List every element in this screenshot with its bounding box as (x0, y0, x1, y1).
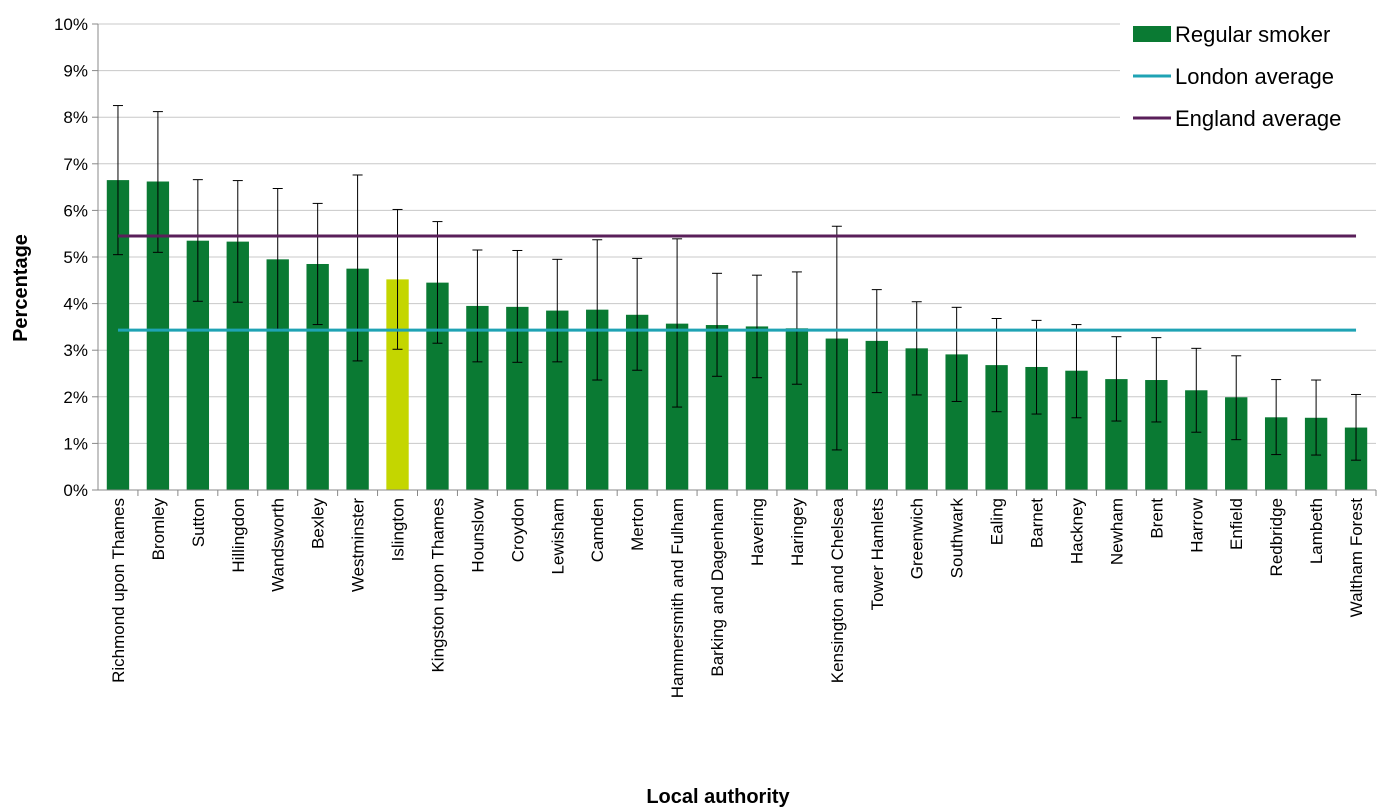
x-tick-label: Lambeth (1307, 498, 1326, 564)
bar (785, 328, 809, 490)
x-tick-label: Camden (588, 498, 607, 562)
bar (905, 348, 928, 490)
bar (386, 279, 409, 490)
x-tick-label: Wandsworth (269, 498, 288, 592)
bar (1225, 397, 1248, 490)
legend-swatch (1133, 26, 1171, 42)
legend-label: London average (1175, 64, 1334, 89)
x-tick-label: Havering (748, 498, 767, 566)
legend-label: Regular smoker (1175, 22, 1330, 47)
x-tick-label: Enfield (1227, 498, 1246, 550)
bar (466, 305, 489, 490)
x-tick-label: Kingston upon Thames (428, 498, 447, 673)
x-tick-label: Merton (628, 498, 647, 551)
bar (865, 340, 888, 490)
legend: Regular smoker London average England aver… (1120, 14, 1378, 134)
x-axis-title: Local authority (646, 786, 790, 808)
y-tick-label: 3% (63, 341, 88, 360)
bar (306, 263, 329, 490)
y-tick-label: 6% (63, 201, 88, 220)
x-tick-label: Croydon (508, 498, 527, 562)
bars (106, 180, 1368, 491)
x-tick-label: Barking and Dagenham (708, 498, 727, 677)
bar (1105, 379, 1128, 490)
x-tick-label: Bromley (149, 498, 168, 561)
x-tick-label: Richmond upon Thames (109, 498, 128, 683)
bar (1185, 390, 1208, 490)
y-tick-label: 8% (63, 108, 88, 127)
y-tick-label: 1% (63, 434, 88, 453)
x-tick-label: Westminster (349, 498, 368, 592)
axes (97, 24, 1376, 491)
x-tick-label: Hillingdon (229, 498, 248, 573)
x-tick-label: Hammersmith and Fulham (668, 498, 687, 698)
y-tick-label: 9% (63, 62, 88, 81)
x-tick-label: Brent (1147, 498, 1166, 539)
y-axis-title: Percentage (10, 234, 32, 342)
x-tick-label: Hounslow (468, 497, 487, 572)
x-tick-label: Waltham Forest (1347, 498, 1366, 618)
bar (346, 268, 369, 490)
bar (226, 241, 249, 490)
y-axis-ticks: 0% 1% 2% 3% 4% 5% 6% 7% 8% 9% 10% (54, 15, 98, 500)
bar (586, 309, 609, 490)
bar (186, 240, 210, 490)
y-tick-label: 10% (54, 15, 88, 34)
reference-lines (117, 234, 1357, 332)
bar (1145, 380, 1168, 490)
y-tick-label: 2% (63, 388, 88, 407)
y-tick-label: 0% (63, 481, 88, 500)
bar (625, 314, 649, 490)
x-tick-label: Sutton (189, 498, 208, 547)
x-tick-label: Redbridge (1267, 498, 1286, 576)
bar (546, 310, 569, 490)
bar (945, 354, 968, 490)
bar (426, 282, 449, 490)
x-tick-label: Islington (389, 498, 408, 561)
bar (106, 180, 130, 491)
x-axis-ticks: Richmond upon Thames Bromley Sutton Hilling… (109, 490, 1377, 698)
x-tick-label: Bexley (309, 498, 328, 550)
bar (1065, 370, 1088, 490)
y-tick-label: 7% (63, 155, 88, 174)
y-tick-label: 5% (63, 248, 88, 267)
x-tick-label: Greenwich (908, 498, 927, 579)
error-bars (112, 105, 1362, 461)
x-tick-label: Tower Hamlets (868, 498, 887, 610)
x-tick-label: Harrow (1187, 497, 1206, 553)
y-tick-label: 4% (63, 295, 88, 314)
legend-label: England average (1175, 106, 1341, 131)
x-tick-label: Newham (1107, 498, 1126, 565)
bar (506, 306, 529, 490)
bar (266, 259, 289, 490)
bar (745, 326, 769, 490)
x-tick-label: Barnet (1028, 498, 1047, 548)
x-tick-label: Kensington and Chelsea (828, 497, 847, 683)
bar (705, 325, 729, 490)
bar (1025, 366, 1048, 490)
bar (985, 365, 1008, 490)
x-tick-label: Southwark (948, 498, 967, 579)
x-tick-label: Haringey (788, 498, 807, 567)
x-tick-label: Lewisham (548, 498, 567, 575)
x-tick-label: Hackney (1067, 498, 1086, 565)
bar (146, 181, 170, 490)
x-tick-label: Ealing (988, 498, 1007, 545)
